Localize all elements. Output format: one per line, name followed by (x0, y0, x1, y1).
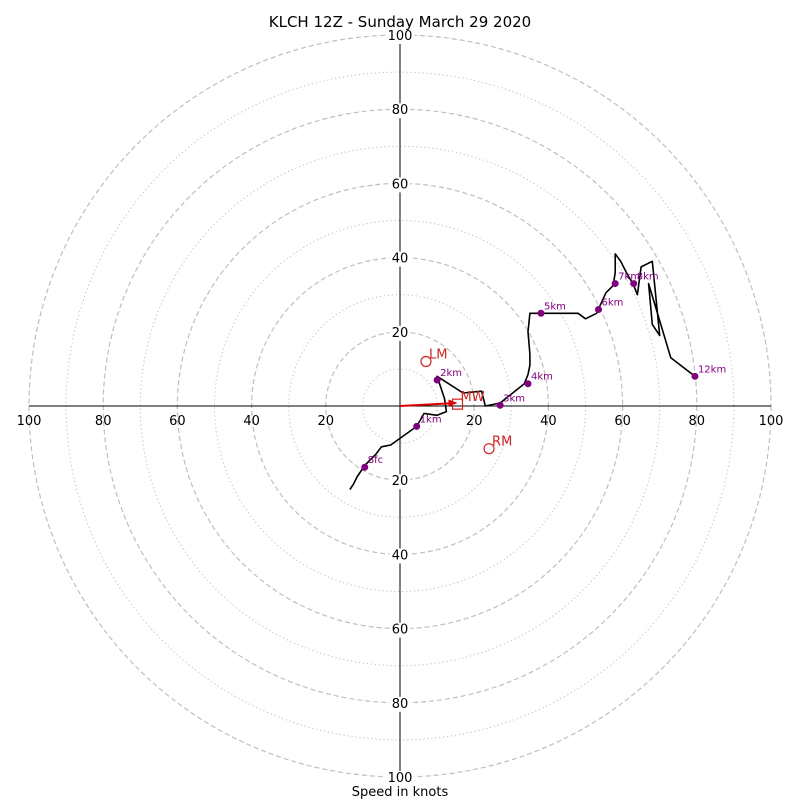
y-tick-label-background (389, 325, 411, 341)
x-tick-label: 60 (169, 414, 186, 429)
height-label-5km: 5km (544, 301, 566, 312)
y-tick-label-background (389, 177, 411, 193)
motion-label-rm: RM (492, 435, 512, 450)
chart-title: KLCH 12Z - Sunday March 29 2020 (269, 13, 531, 31)
y-tick-label: 80 (392, 103, 409, 118)
height-marker-4km (524, 380, 532, 388)
height-marker-5km (537, 309, 545, 317)
height-marker-1km (413, 422, 421, 430)
y-tick-label-background (389, 622, 411, 638)
y-tick-label-background (389, 474, 411, 490)
hodograph-line (349, 253, 696, 490)
x-tick-label: 100 (759, 414, 784, 429)
axis-tick-labels: 100 100 80 80 60 60 40 40 20 20 20 20 40 40 60 60 80 80 10… (17, 29, 784, 786)
y-tick-label-background (385, 771, 415, 786)
y-tick-label: 100 (388, 771, 413, 786)
height-marker-sfc (361, 463, 369, 471)
motion-marker-rm (483, 443, 495, 455)
hodograph-trace (349, 253, 696, 490)
x-tick-label: 80 (95, 414, 112, 429)
motion-markers: LM RM MW (420, 347, 512, 455)
y-tick-label: 20 (392, 474, 409, 489)
height-marker-3km (496, 401, 504, 409)
y-tick-label: 40 (392, 548, 409, 563)
storm-motion-arrow (399, 402, 452, 407)
y-tick-label: 20 (392, 326, 409, 341)
x-tick-label: 40 (540, 414, 557, 429)
height-label-7km: 7km (618, 272, 640, 283)
height-label-1km: 1km (420, 414, 442, 425)
height-marker-2km (433, 376, 441, 384)
motion-marker-mw (451, 398, 464, 410)
y-tick-label: 40 (392, 252, 409, 267)
height-label-12km: 12km (698, 364, 726, 375)
y-tick-label: 100 (388, 29, 413, 44)
motion-label-lm: LM (429, 347, 447, 362)
motion-label-mw: MW (461, 390, 485, 405)
height-marker-6km (594, 306, 602, 314)
x-tick-label: 100 (17, 414, 42, 429)
height-label-8km: 8km (637, 272, 659, 283)
y-tick-label: 80 (392, 697, 409, 712)
x-axis-label: Speed in knots (352, 785, 449, 800)
height-label-4km: 4km (531, 372, 553, 383)
height-marker-12km (691, 372, 699, 380)
height-label-2km: 2km (440, 368, 462, 379)
y-tick-label-background (389, 251, 411, 267)
height-label-sfc: Sfc (368, 455, 383, 466)
x-tick-label: 20 (318, 414, 335, 429)
height-label-6km: 6km (601, 298, 623, 309)
x-tick-label: 40 (243, 414, 260, 429)
y-tick-label-background (389, 548, 411, 564)
height-label-3km: 3km (503, 393, 525, 404)
y-tick-label-background (389, 103, 411, 119)
x-tick-label: 80 (689, 414, 706, 429)
x-tick-label: 60 (614, 414, 631, 429)
y-tick-label-background (385, 29, 415, 44)
height-marker-8km (630, 280, 638, 288)
y-tick-label: 60 (392, 623, 409, 638)
motion-marker-lm (420, 355, 432, 368)
height-marker-7km (611, 280, 619, 288)
y-tick-label: 60 (392, 177, 409, 192)
y-tick-label-background (389, 696, 411, 712)
x-tick-label: 20 (466, 414, 483, 429)
